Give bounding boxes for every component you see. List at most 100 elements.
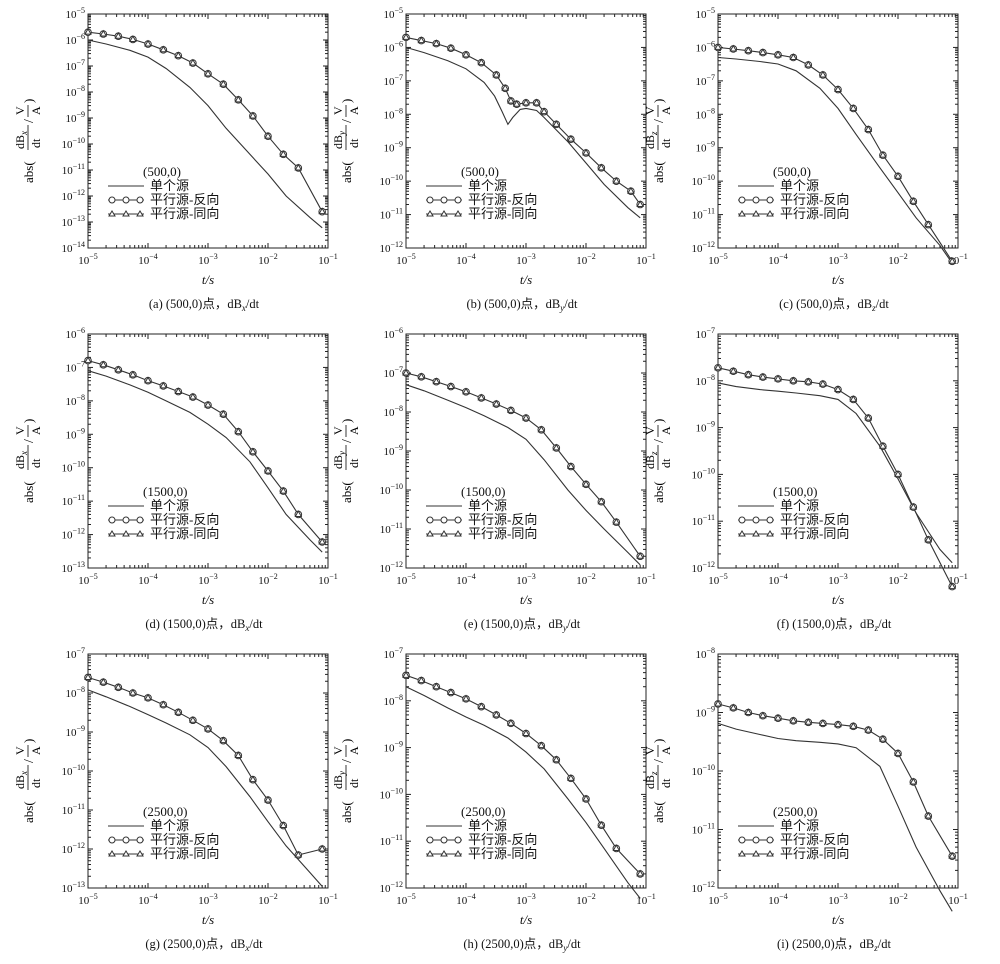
legend-marker-circle: [122, 196, 130, 204]
legend-marker-triangle: [766, 530, 774, 537]
y-title-close: ): [21, 419, 36, 423]
y-title-A: A: [659, 106, 673, 115]
marker-same-point: [789, 716, 798, 724]
x-tick-label: 10−5: [78, 572, 98, 587]
y-tick-label: 10−12: [691, 560, 715, 575]
x-tick-label: 10−3: [516, 252, 536, 267]
marker-same-point: [522, 729, 530, 737]
legend-marker-triangle: [454, 210, 462, 217]
x-tick-label: 10−3: [198, 252, 218, 267]
y-title-close: ): [339, 419, 354, 423]
chart-panel-i: 10−5 10−4 10−3 10−2 10−1 10−12 10−11 10−10 10−9 1…: [630, 640, 968, 960]
marker-same-point: [219, 409, 228, 417]
legend-marker-circle: [766, 516, 774, 524]
marker-same-point: [417, 676, 426, 684]
x-tick-label: 10−5: [396, 572, 416, 587]
y-title-numerator: dBz: [643, 131, 659, 149]
legend-marker-triangle: [766, 210, 774, 217]
y-tick-label: 10−5: [65, 6, 85, 21]
y-tick-label: 10−7: [695, 326, 715, 341]
legend-reverse-label: 平行源-反向: [150, 192, 219, 207]
y-tick-label: 10−9: [383, 443, 403, 458]
x-tick-label: 10−4: [138, 252, 158, 267]
marker-same-point: [189, 392, 197, 400]
marker-same-point: [849, 395, 858, 402]
y-tick-label: 10−13: [61, 560, 85, 575]
series-line-single: [87, 689, 323, 887]
chart-panel-c: 10−5 10−4 10−3 10−2 10−1 10−12 10−11 10−10 10−9 1…: [630, 0, 968, 320]
legend-marker-circle: [440, 196, 448, 204]
marker-same-point: [501, 83, 510, 91]
legend-single-label: 单个源: [780, 818, 819, 833]
marker-same-point: [582, 148, 590, 156]
marker-same-point: [582, 479, 590, 487]
x-tick-label: 10−4: [768, 892, 788, 907]
marker-same-point: [129, 35, 137, 42]
y-title-V: V: [13, 426, 27, 435]
marker-same-point: [774, 50, 782, 58]
marker-same-point: [174, 707, 183, 715]
y-tick-label: 10−10: [379, 173, 403, 188]
legend-marker-triangle: [426, 210, 434, 217]
legend-marker-triangle: [752, 850, 760, 857]
legend-single-label: 单个源: [780, 178, 819, 193]
marker-same-point: [204, 69, 212, 77]
y-title-slash: /: [22, 439, 37, 443]
marker-same-point: [714, 363, 722, 371]
y-tick-label: 10−6: [695, 39, 715, 54]
marker-same-point: [507, 96, 515, 104]
x-tick-label: 10−3: [198, 572, 218, 587]
series-line-reverse: [405, 36, 641, 205]
y-title-abs: abs(: [651, 481, 666, 503]
chart-svg-d: 10−5 10−4 10−3 10−2 10−1 10−13 10−12 10−11 10−10…: [13, 326, 338, 633]
legend-marker-triangle: [454, 850, 462, 857]
chart-panel-e: 10−5 10−4 10−3 10−2 10−1 10−12 10−11 10−10 10−9 1…: [318, 320, 656, 640]
marker-same-point: [879, 441, 887, 449]
legend-same-label: 平行源-同向: [780, 526, 849, 541]
marker-same-point: [540, 107, 548, 115]
marker-same-point: [318, 537, 327, 545]
marker-same-point: [462, 694, 470, 702]
marker-same-point: [432, 682, 441, 690]
y-tick-label: 10−9: [65, 724, 85, 739]
marker-same-point: [477, 702, 486, 710]
y-tick-label: 10−11: [62, 493, 85, 508]
y-title-V: V: [331, 426, 345, 435]
y-tick-label: 10−9: [65, 426, 85, 441]
y-title-denominator: dt: [347, 458, 361, 468]
caption: (i) (2500,0)点，dBz/dt: [777, 937, 891, 953]
caption: (g) (2500,0)点，dBx/dt: [145, 937, 263, 953]
legend-single-label: 单个源: [468, 178, 507, 193]
x-tick-label: 10−2: [888, 572, 908, 587]
y-title-close: ): [21, 739, 36, 743]
marker-same-point: [114, 31, 123, 39]
y-tick-label: 10−7: [383, 73, 403, 88]
marker-same-point: [597, 820, 606, 828]
marker-same-point: [552, 755, 561, 763]
y-title-numerator: dBz: [643, 771, 659, 789]
marker-same-point: [84, 356, 92, 364]
marker-same-point: [567, 774, 575, 781]
marker-same-point: [879, 150, 887, 158]
y-tick-label: 10−11: [692, 207, 715, 222]
marker-same-point: [234, 427, 243, 435]
marker-same-point: [159, 700, 168, 708]
legend-marker-triangle: [108, 530, 116, 537]
x-tick-label: 10−1: [948, 892, 968, 907]
y-title-V: V: [331, 746, 345, 755]
series-line-single: [87, 370, 323, 553]
marker-same-point: [174, 51, 183, 59]
x-axis-title: t/s: [832, 912, 844, 927]
y-tick-label: 10−6: [383, 39, 403, 54]
y-tick-label: 10−11: [62, 802, 85, 817]
x-tick-label: 10−4: [456, 892, 476, 907]
marker-same-point: [636, 551, 645, 559]
y-title-abs: abs(: [339, 801, 354, 823]
series-line-reverse: [87, 31, 323, 212]
legend-marker-circle: [426, 196, 434, 204]
marker-same-point: [948, 851, 957, 859]
y-tick-label: 10−6: [65, 32, 85, 47]
legend-marker-circle: [108, 836, 116, 844]
